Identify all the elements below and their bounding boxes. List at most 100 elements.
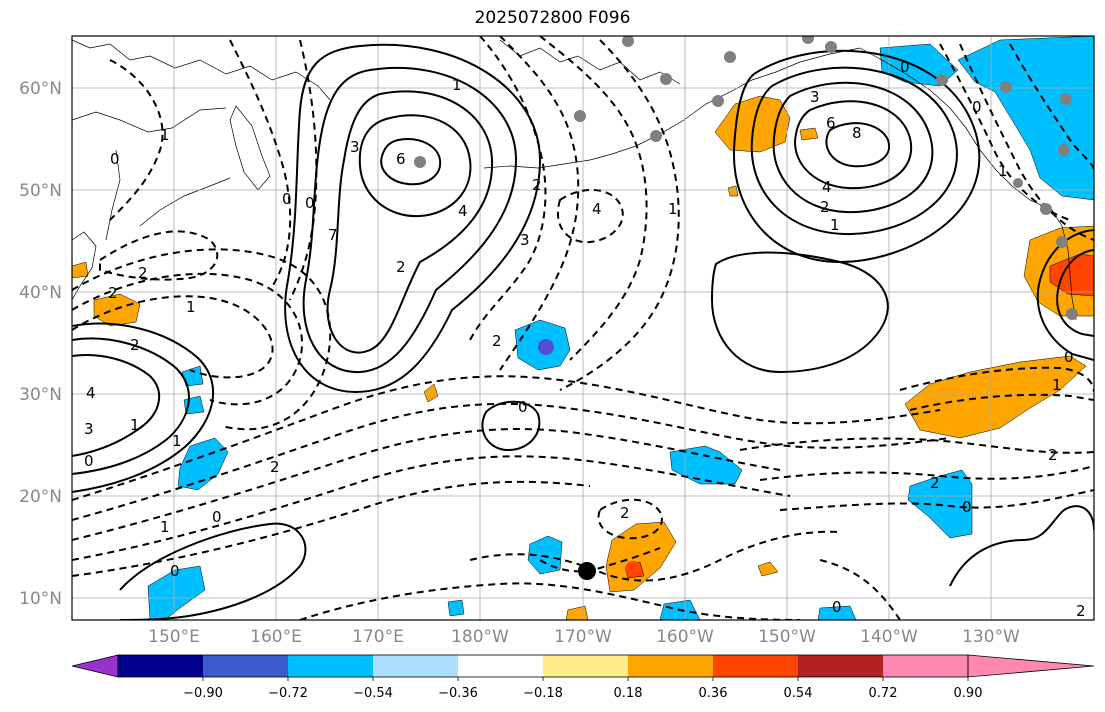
contour-label: 0 — [84, 452, 94, 470]
blue-region-tropical — [669, 445, 743, 485]
contour-label: 8 — [852, 124, 862, 142]
contour-label: 6 — [396, 150, 406, 168]
orange-region-small3 — [423, 383, 439, 403]
orange-region-south — [605, 521, 677, 593]
contour-label: 2 — [1076, 602, 1086, 620]
contour-label: 3 — [810, 88, 820, 106]
colorbar-segment — [883, 655, 968, 677]
contour-low-center-2 — [358, 114, 472, 218]
dashed-south-2 — [469, 530, 841, 582]
station-dot — [574, 110, 586, 122]
contour-high-center-5 — [732, 49, 981, 264]
contour-label: 3 — [84, 420, 94, 438]
lat-label: 30°N — [19, 385, 62, 405]
contour-label: 0 — [1064, 348, 1074, 366]
colorbar-tick-labels: −0.90 −0.72 −0.54 −0.36 −0.18 0.18 0.36 … — [183, 686, 982, 701]
contour-west-low-3 — [72, 322, 214, 493]
blue-region-south2 — [147, 565, 206, 620]
lon-label: 170°E — [352, 627, 404, 647]
dashed-nw-1 — [109, 59, 164, 221]
contour-label: 1 — [186, 298, 196, 316]
contour-high-east-lobe — [710, 251, 889, 374]
contours-dashed — [72, 36, 1094, 620]
contour-label: 0 — [212, 508, 222, 526]
contour-label: 1 — [172, 432, 182, 450]
contour-label: 1 — [1052, 376, 1062, 394]
contour-east-loop — [949, 505, 1094, 587]
station-dot — [1000, 81, 1012, 93]
contour-label: 1 — [160, 518, 170, 536]
contour-high-center-inner — [825, 122, 891, 168]
contour-label: 1 — [998, 162, 1008, 180]
dashed-west-3 — [72, 248, 332, 431]
orange-region-edge — [72, 261, 89, 279]
contour-label: 0 — [832, 598, 842, 616]
station-dot — [1058, 144, 1070, 156]
contour-label: 2 — [270, 458, 280, 476]
contour-label: 0 — [518, 398, 528, 416]
contour-ca-2 — [1056, 249, 1094, 337]
dashed-center-1 — [469, 36, 547, 341]
orange-region-northwest — [93, 293, 141, 327]
colorbar-segment — [543, 655, 628, 677]
coast-alaska-gulf — [859, 47, 1063, 227]
contour-west-low-2 — [72, 337, 190, 475]
map-frame — [71, 35, 1095, 621]
contour-label: 6 — [826, 114, 836, 132]
colorbar-segment — [373, 655, 458, 677]
station-dot — [1056, 236, 1068, 248]
colorbar-segment — [967, 654, 1095, 678]
coast-kurils — [139, 177, 231, 227]
black-marker — [578, 562, 596, 580]
station-dot — [1066, 308, 1078, 320]
blue-region-canada — [957, 36, 1094, 201]
contour-label: 0 — [282, 190, 292, 208]
contour-label: 2 — [492, 332, 502, 350]
contour-label: 7 — [328, 226, 338, 244]
station-dot — [712, 95, 724, 107]
colorbar-tick-label: −0.90 — [183, 686, 223, 701]
contour-label: 4 — [458, 202, 468, 220]
colorbar-segment — [288, 655, 373, 677]
colorbar-tick-label: −0.36 — [438, 686, 478, 701]
dashed-east-4 — [899, 366, 1094, 393]
contour-label: 3 — [350, 138, 360, 156]
dashed-center-5 — [559, 39, 680, 391]
contour-label: 2 — [620, 504, 630, 522]
colorbar-segment — [118, 655, 203, 677]
contour-label: 0 — [972, 98, 982, 116]
dashed-south-3 — [299, 582, 801, 620]
lat-label: 50°N — [19, 181, 62, 201]
station-dot — [1040, 203, 1052, 215]
orange-region-small2 — [727, 185, 739, 197]
contour-label: 4 — [592, 200, 602, 218]
blue-region-south1 — [527, 535, 563, 575]
lon-label: 160°W — [656, 627, 714, 647]
station-dot — [650, 130, 662, 142]
contour-label: 1 — [830, 216, 840, 234]
map-title: 2025072800 F096 — [474, 8, 631, 28]
dashed-east-2 — [759, 465, 1094, 481]
station-dot — [1013, 178, 1023, 188]
dashed-nw-3 — [289, 39, 318, 301]
contour-label: 2 — [820, 198, 830, 216]
coast-chukotka — [499, 39, 681, 85]
dashed-east-3 — [779, 489, 1094, 511]
contour-ca-1 — [1036, 229, 1094, 361]
lat-label: 60°N — [19, 79, 62, 99]
colorbar-segment — [71, 654, 119, 678]
contour-low-center-3 — [326, 90, 494, 354]
dashed-nw-2 — [229, 39, 292, 291]
contour-label: 2 — [108, 284, 118, 302]
contour-high-center-4 — [750, 66, 958, 236]
lat-label: 40°N — [19, 283, 62, 303]
colorbar-tick-label: 0.36 — [699, 686, 728, 701]
contour-southwest-loop — [119, 522, 307, 620]
station-dot — [802, 36, 814, 44]
contour-label: 2 — [130, 336, 140, 354]
contour-label: 0 — [962, 498, 972, 516]
dashed-south-1 — [597, 498, 663, 540]
colorbar-tick-label: 0.54 — [784, 686, 813, 701]
contour-small-loop — [481, 400, 541, 452]
